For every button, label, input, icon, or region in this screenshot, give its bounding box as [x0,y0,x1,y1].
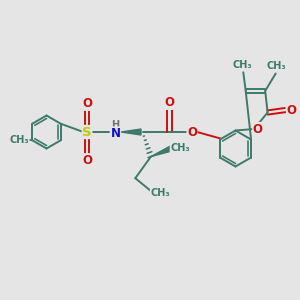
Text: O: O [253,122,263,136]
Text: S: S [82,125,92,139]
Text: O: O [82,97,92,110]
Text: CH₃: CH₃ [233,60,253,70]
Text: N: N [110,127,121,140]
Polygon shape [121,129,141,135]
Polygon shape [151,146,173,157]
Text: O: O [82,154,92,167]
Text: CH₃: CH₃ [10,135,29,145]
Text: CH₃: CH₃ [170,143,190,153]
Text: O: O [187,125,197,139]
Text: O: O [164,96,175,110]
Text: H: H [111,120,120,130]
Text: CH₃: CH₃ [150,188,170,198]
Text: CH₃: CH₃ [266,61,286,71]
Text: O: O [286,103,297,117]
